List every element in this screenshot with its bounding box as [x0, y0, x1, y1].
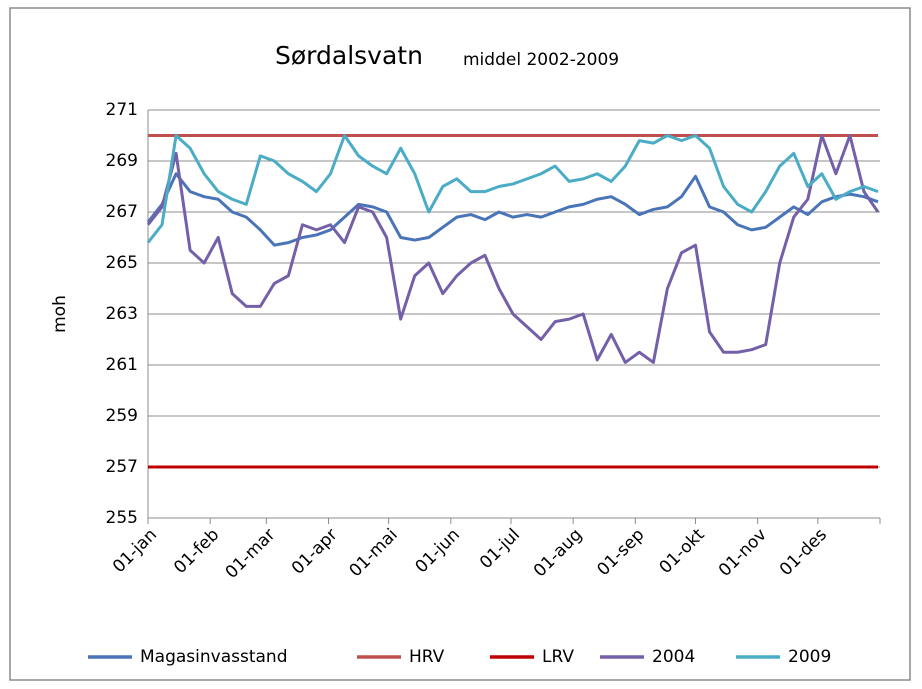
y-tick-label: 259: [106, 406, 138, 426]
legend-label: 2009: [788, 647, 831, 667]
legend-label: Magasinvasstand: [140, 647, 288, 667]
y-tick-label: 265: [106, 253, 138, 273]
series-line: [146, 172, 879, 247]
series-line: [146, 134, 880, 364]
y-tick-label: 263: [106, 304, 138, 324]
series-line: [146, 134, 879, 244]
chart-title: Sørdalsvatn: [275, 41, 423, 70]
y-axis-label: moh: [50, 295, 70, 333]
legend-label: LRV: [542, 647, 574, 667]
legend-label: HRV: [409, 647, 445, 667]
y-tick-label: 261: [106, 355, 138, 375]
y-tick-label: 255: [106, 508, 138, 528]
y-tick-label: 267: [106, 202, 138, 222]
y-tick-label: 257: [106, 457, 138, 477]
y-tick-label: 271: [106, 100, 138, 120]
legend-label: 2004: [652, 647, 695, 667]
y-tick-label: 269: [106, 151, 138, 171]
chart-frame: [9, 7, 911, 681]
chart-subtitle: middel 2002-2009: [463, 50, 619, 70]
